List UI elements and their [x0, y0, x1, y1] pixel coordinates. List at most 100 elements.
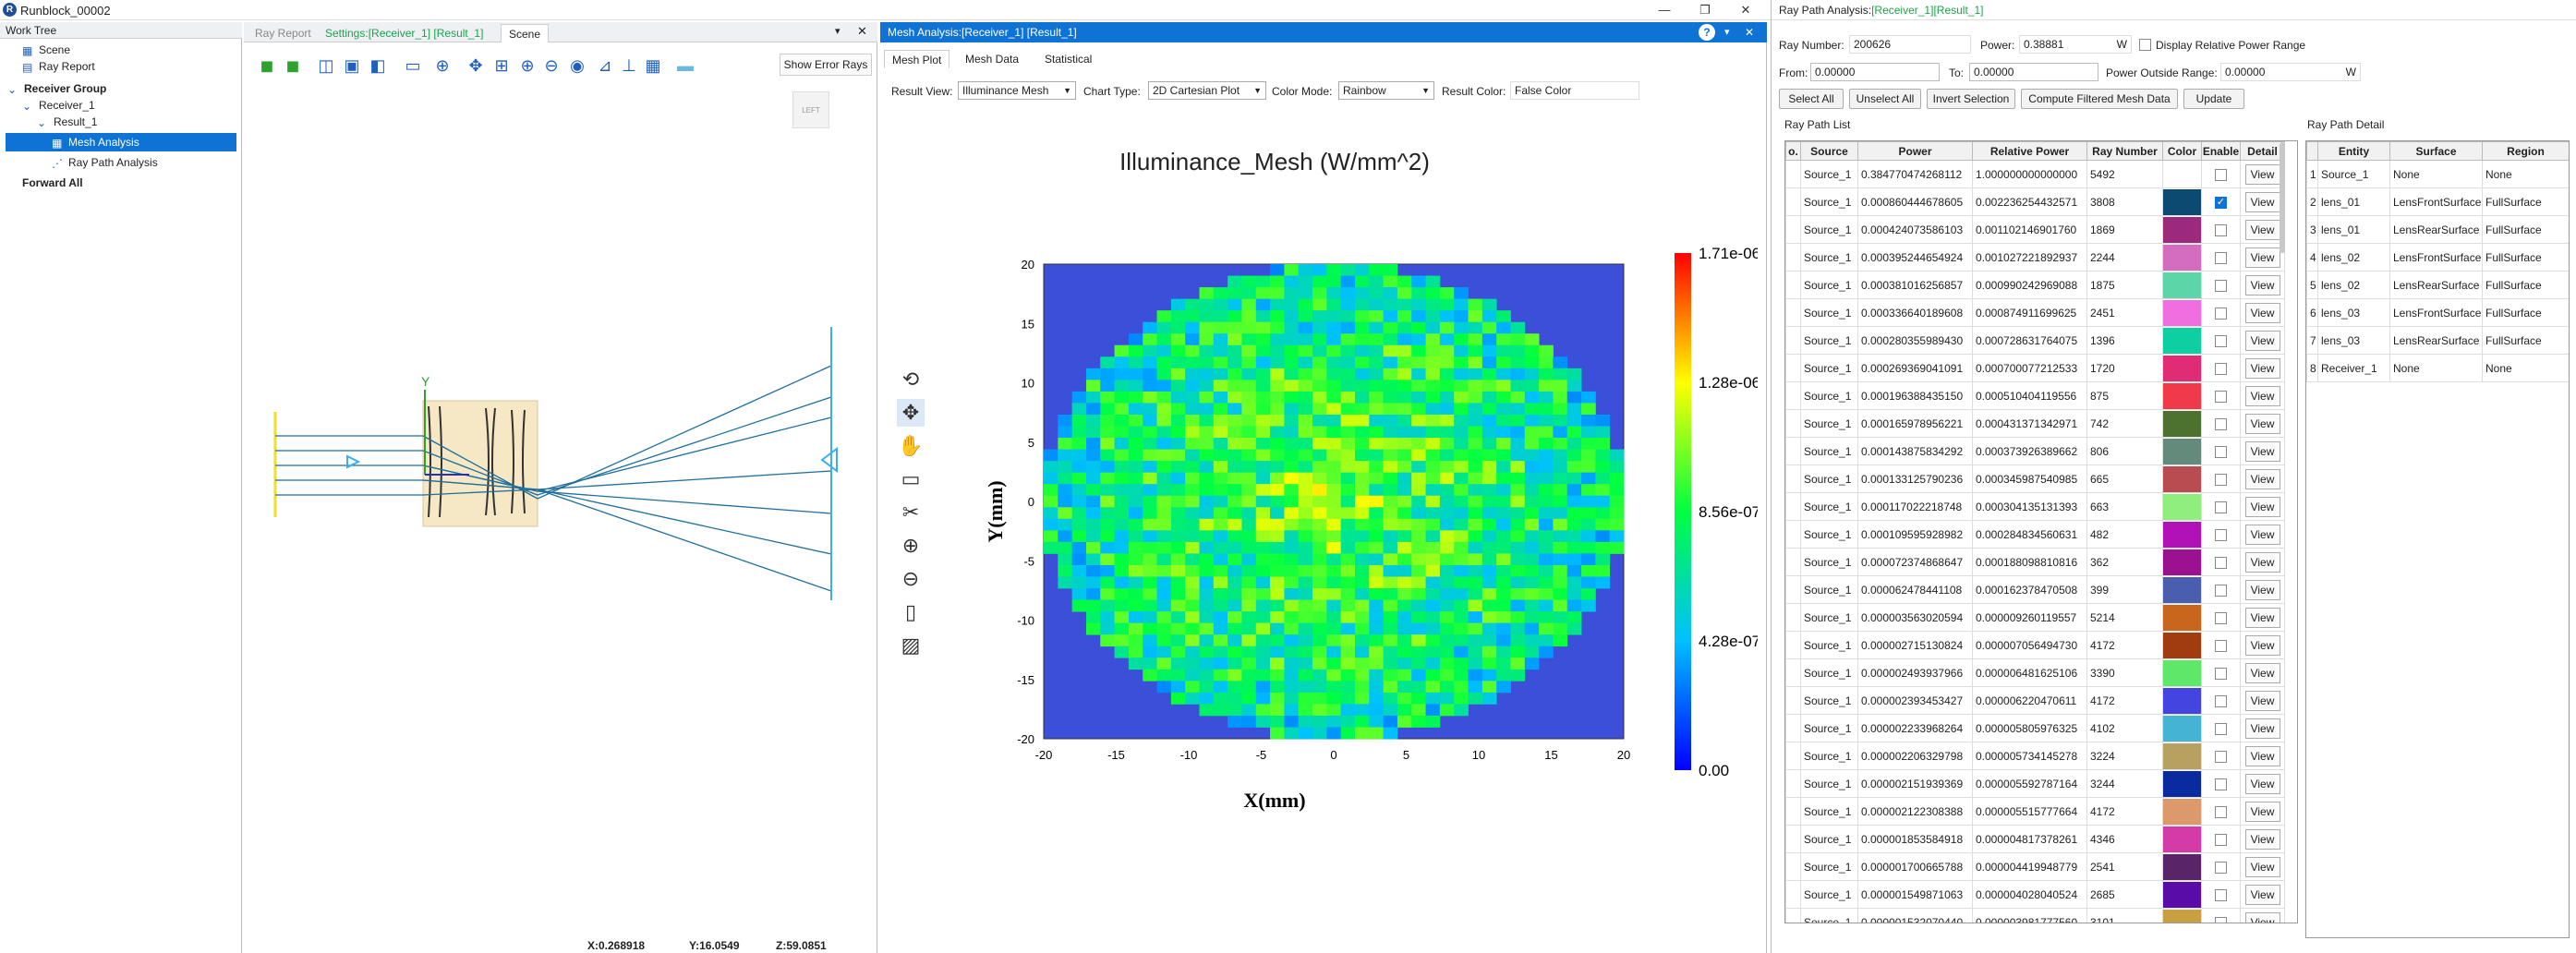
- detail-row[interactable]: 6 lens_03 LensFrontSurface FullSurface: [2306, 298, 2569, 327]
- table-row[interactable]: Source_1 0.000002393453427 0.0000062204706…: [1785, 686, 2285, 715]
- to-field[interactable]: 0.00000: [1969, 63, 2098, 81]
- color-swatch[interactable]: [2163, 798, 2201, 825]
- view-detail-button[interactable]: View: [2244, 911, 2280, 923]
- enable-checkbox[interactable]: [2215, 667, 2227, 680]
- view-detail-button[interactable]: View: [2244, 607, 2280, 628]
- table-row[interactable]: Source_1 0.000165978956221 0.0004313713429…: [1785, 409, 2285, 438]
- select-all-button[interactable]: Select All: [1779, 89, 1844, 109]
- table-row[interactable]: Source_1 0.000395244654924 0.0010272218929…: [1785, 243, 2285, 271]
- view-detail-button[interactable]: View: [2244, 468, 2280, 489]
- minimize-button[interactable]: —: [1658, 3, 1671, 17]
- power-field[interactable]: 0.38881 W: [2019, 35, 2132, 54]
- view-detail-button[interactable]: View: [2244, 856, 2280, 877]
- camera-icon[interactable]: ◉: [570, 56, 585, 75]
- color-swatch[interactable]: [2163, 770, 2201, 797]
- color-swatch[interactable]: [2163, 244, 2201, 271]
- table-row[interactable]: Source_1 0.000003563020594 0.0000092601195…: [1785, 603, 2285, 632]
- cell-color[interactable]: [2162, 658, 2202, 687]
- cell-color[interactable]: [2162, 381, 2202, 410]
- list-header-enable[interactable]: Enable: [2201, 141, 2241, 161]
- cell-color[interactable]: [2162, 354, 2202, 382]
- view-detail-button[interactable]: View: [2244, 801, 2280, 822]
- close-button[interactable]: ✕: [1740, 3, 1751, 17]
- list-header-source[interactable]: Source: [1800, 141, 1858, 161]
- enable-checkbox[interactable]: [2215, 223, 2227, 236]
- cell-color[interactable]: [2162, 631, 2202, 659]
- tree-item-receiver_1[interactable]: ⌄ Receiver_1: [22, 96, 95, 115]
- color-swatch[interactable]: [2163, 604, 2201, 631]
- tab-close-icon[interactable]: ✕: [857, 24, 867, 38]
- layer-view-icon[interactable]: ◧: [369, 56, 386, 75]
- table-row[interactable]: Source_1 0.000381016256857 0.0009902429690…: [1785, 271, 2285, 299]
- cell-color[interactable]: [2162, 215, 2202, 244]
- color-swatch[interactable]: [2163, 742, 2201, 769]
- tab-mesh-data[interactable]: Mesh Data: [965, 53, 1020, 66]
- view-detail-button[interactable]: View: [2244, 302, 2280, 323]
- color-swatch[interactable]: [2163, 853, 2201, 880]
- table-row[interactable]: Source_1 0.000001549871063 0.0000040280405…: [1785, 880, 2285, 909]
- enable-checkbox[interactable]: [2215, 556, 2227, 569]
- table-row[interactable]: Source_1 0.000860444678605 0.0022362544325…: [1785, 187, 2285, 216]
- view-detail-button[interactable]: View: [2244, 496, 2280, 517]
- color-swatch[interactable]: [2163, 632, 2201, 658]
- cell-color[interactable]: [2162, 298, 2202, 327]
- view-detail-button[interactable]: View: [2244, 828, 2280, 850]
- color-swatch[interactable]: [2163, 382, 2201, 409]
- tree-item-forward-all[interactable]: Forward All: [22, 174, 83, 192]
- view-detail-button[interactable]: View: [2244, 662, 2280, 683]
- axis-xyz-icon[interactable]: ⊥: [622, 56, 636, 75]
- cell-color[interactable]: [2162, 714, 2202, 742]
- table-row[interactable]: Source_1 0.000196388435150 0.0005104041195…: [1785, 381, 2285, 410]
- enable-checkbox[interactable]: [2215, 307, 2227, 320]
- detail-header-no[interactable]: [2306, 141, 2318, 161]
- box-view-icon[interactable]: ▣: [344, 56, 360, 75]
- color-swatch[interactable]: [2163, 410, 2201, 437]
- table-row[interactable]: Source_1 0.000143875834292 0.0003739263896…: [1785, 437, 2285, 465]
- detail-row[interactable]: 7 lens_03 LensRearSurface FullSurface: [2306, 326, 2569, 355]
- cell-color[interactable]: [2162, 825, 2202, 853]
- table-row[interactable]: Source_1 0.000062478441108 0.0001623784705…: [1785, 575, 2285, 604]
- color-swatch[interactable]: [2163, 826, 2201, 852]
- move-icon[interactable]: ✥: [468, 56, 483, 75]
- view-detail-button[interactable]: View: [2244, 634, 2280, 656]
- enable-checkbox[interactable]: [2215, 417, 2227, 430]
- table-row[interactable]: Source_1 0.000269369041091 0.0007000772125…: [1785, 354, 2285, 382]
- table-row[interactable]: Source_1 0.000002122308388 0.0000055157776…: [1785, 797, 2285, 826]
- result-view-select[interactable]: Illuminance Mesh ▼: [958, 81, 1076, 100]
- tab-dropdown-icon[interactable]: ▾: [835, 26, 841, 37]
- view-detail-button[interactable]: View: [2244, 745, 2280, 766]
- compute-filtered-button[interactable]: Compute Filtered Mesh Data: [2021, 89, 2178, 109]
- panel-close-icon[interactable]: ✕: [1745, 26, 1755, 39]
- axis-icon[interactable]: ⊿: [598, 56, 612, 75]
- table-row[interactable]: Source_1 0.000002233968264 0.0000058059763…: [1785, 714, 2285, 742]
- color-swatch[interactable]: [2163, 188, 2201, 215]
- render-mode-icon[interactable]: ▦: [645, 56, 661, 75]
- cell-color[interactable]: [2162, 880, 2202, 909]
- enable-checkbox[interactable]: [2215, 445, 2227, 458]
- outside-range-field[interactable]: 0.00000 W: [2220, 63, 2361, 81]
- help-icon[interactable]: ?: [1699, 24, 1715, 41]
- tree-item-receiver-group[interactable]: ⌄ Receiver Group: [7, 79, 106, 98]
- table-row[interactable]: Source_1 0.000001532070440 0.0000039817775…: [1785, 908, 2285, 923]
- color-swatch[interactable]: [2163, 493, 2201, 520]
- display-relative-checkbox[interactable]: [2139, 39, 2151, 51]
- view-detail-button[interactable]: View: [2244, 884, 2280, 905]
- color-swatch[interactable]: [2163, 465, 2201, 492]
- color-picker-icon[interactable]: ▬: [677, 56, 694, 75]
- tree-item-ray-report[interactable]: ▤ Ray Report: [22, 57, 95, 76]
- view-detail-button[interactable]: View: [2244, 247, 2280, 268]
- color-mode-select[interactable]: Rainbow ▼: [1338, 81, 1434, 100]
- detail-row[interactable]: 1 Source_1 None None: [2306, 160, 2569, 188]
- color-swatch[interactable]: [2163, 299, 2201, 326]
- cell-color[interactable]: [2162, 492, 2202, 521]
- color-swatch[interactable]: [2163, 715, 2201, 742]
- solid-view-icon[interactable]: ◼: [260, 56, 274, 75]
- cell-color[interactable]: [2162, 852, 2202, 881]
- view-detail-button[interactable]: View: [2244, 219, 2280, 240]
- tree-item-scene[interactable]: ▦ Scene: [22, 41, 70, 59]
- view-detail-button[interactable]: View: [2244, 524, 2280, 545]
- enable-checkbox[interactable]: [2215, 778, 2227, 790]
- table-row[interactable]: Source_1 0.000117022218748 0.0003041351313…: [1785, 492, 2285, 521]
- table-row[interactable]: Source_1 0.000002493937966 0.0000064816251…: [1785, 658, 2285, 687]
- unselect-all-button[interactable]: Unselect All: [1849, 89, 1921, 109]
